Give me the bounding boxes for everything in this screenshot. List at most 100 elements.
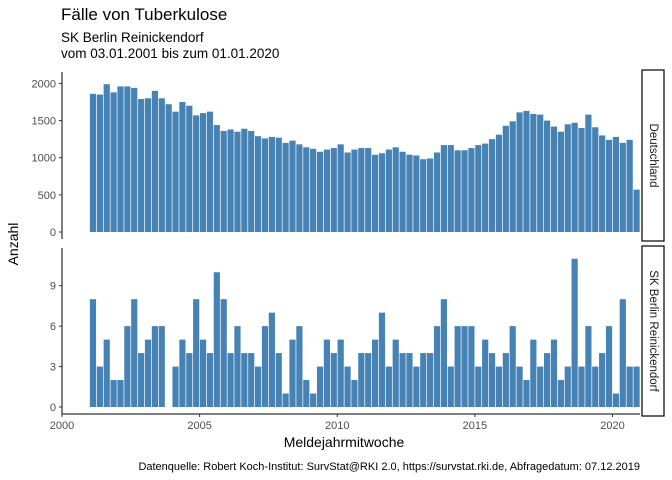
bar [193, 299, 200, 407]
bar [117, 380, 124, 407]
bar [220, 299, 227, 407]
bar [571, 122, 578, 232]
x-axis-title: Meldejahrmitwoche [284, 434, 405, 450]
bar [199, 339, 207, 407]
bar [337, 144, 344, 232]
bar [138, 99, 145, 233]
bar [420, 159, 427, 232]
y-tick-label: 1000 [32, 153, 56, 165]
bar [365, 353, 372, 407]
y-tick-label: 500 [38, 190, 56, 202]
bar [544, 353, 551, 407]
bar [475, 145, 482, 232]
bar [165, 104, 172, 232]
bar [330, 148, 337, 232]
bar [612, 393, 620, 407]
bar [268, 312, 275, 407]
bar [619, 299, 626, 407]
bar [385, 366, 392, 407]
bar [151, 326, 158, 407]
bar [330, 353, 337, 407]
bar [96, 94, 103, 232]
bar [172, 366, 179, 407]
y-tick-label: 0 [50, 402, 56, 414]
bar [461, 150, 468, 232]
bar [578, 366, 585, 407]
bar [316, 151, 324, 232]
bar [323, 339, 331, 407]
bar [385, 149, 392, 232]
bar [420, 353, 427, 407]
bar [516, 366, 523, 407]
bar [310, 393, 317, 407]
chart-subtitle-2: vom 03.01.2001 bis zum 01.01.2020 [61, 46, 279, 61]
bar [378, 153, 386, 232]
bar [550, 339, 558, 407]
bar [378, 312, 386, 407]
bar [454, 150, 461, 232]
bar [103, 84, 110, 233]
bar [447, 145, 454, 232]
bar [199, 113, 207, 232]
bar [482, 339, 489, 407]
bar [427, 158, 434, 232]
bar [399, 151, 406, 232]
bar [193, 115, 200, 232]
facet-strip-1 [641, 245, 665, 417]
bar [578, 128, 585, 232]
bar [234, 326, 241, 407]
bar [454, 326, 461, 407]
bar [392, 147, 399, 232]
bar [461, 326, 468, 407]
y-axis-title: Anzahl [5, 223, 21, 266]
bar [468, 326, 475, 407]
bar [248, 353, 255, 407]
bar [440, 145, 447, 232]
bar [488, 353, 496, 407]
bar [316, 366, 324, 407]
bar [303, 147, 310, 232]
bar [344, 366, 351, 407]
bar [261, 326, 269, 407]
bar [144, 339, 152, 407]
bar [323, 149, 331, 232]
bar [592, 127, 599, 232]
bar [475, 366, 482, 407]
bar [179, 102, 186, 232]
x-tick-label: 2005 [187, 420, 211, 432]
bar [234, 131, 241, 232]
bar [626, 139, 633, 232]
bar [303, 380, 310, 407]
bar [530, 113, 537, 232]
bar [605, 139, 613, 232]
bar [502, 125, 509, 232]
y-tick-label: 2000 [32, 78, 56, 90]
bar [406, 154, 413, 232]
bar [358, 353, 365, 407]
panels: 0 500 1000 1500 2000 Deutschland 0 3 6 9 SK Berlin… [32, 69, 665, 432]
bar [344, 152, 351, 232]
bar [523, 110, 530, 232]
bar [413, 366, 420, 407]
bar [227, 129, 234, 232]
bar [124, 326, 131, 407]
bar [282, 142, 289, 232]
bar [144, 98, 152, 233]
y-tick-label: 6 [50, 321, 56, 333]
bar [255, 136, 262, 232]
bar [502, 353, 509, 407]
bar [351, 149, 358, 232]
bar [544, 120, 551, 232]
bar [310, 148, 317, 232]
bar [289, 339, 296, 407]
bar [633, 189, 640, 232]
bar [537, 114, 544, 232]
bar [241, 353, 248, 407]
bar [612, 136, 620, 232]
bar [351, 380, 358, 407]
bar [131, 299, 138, 407]
y-tick-label: 1500 [32, 116, 56, 128]
bar [206, 353, 214, 407]
bar [406, 353, 413, 407]
